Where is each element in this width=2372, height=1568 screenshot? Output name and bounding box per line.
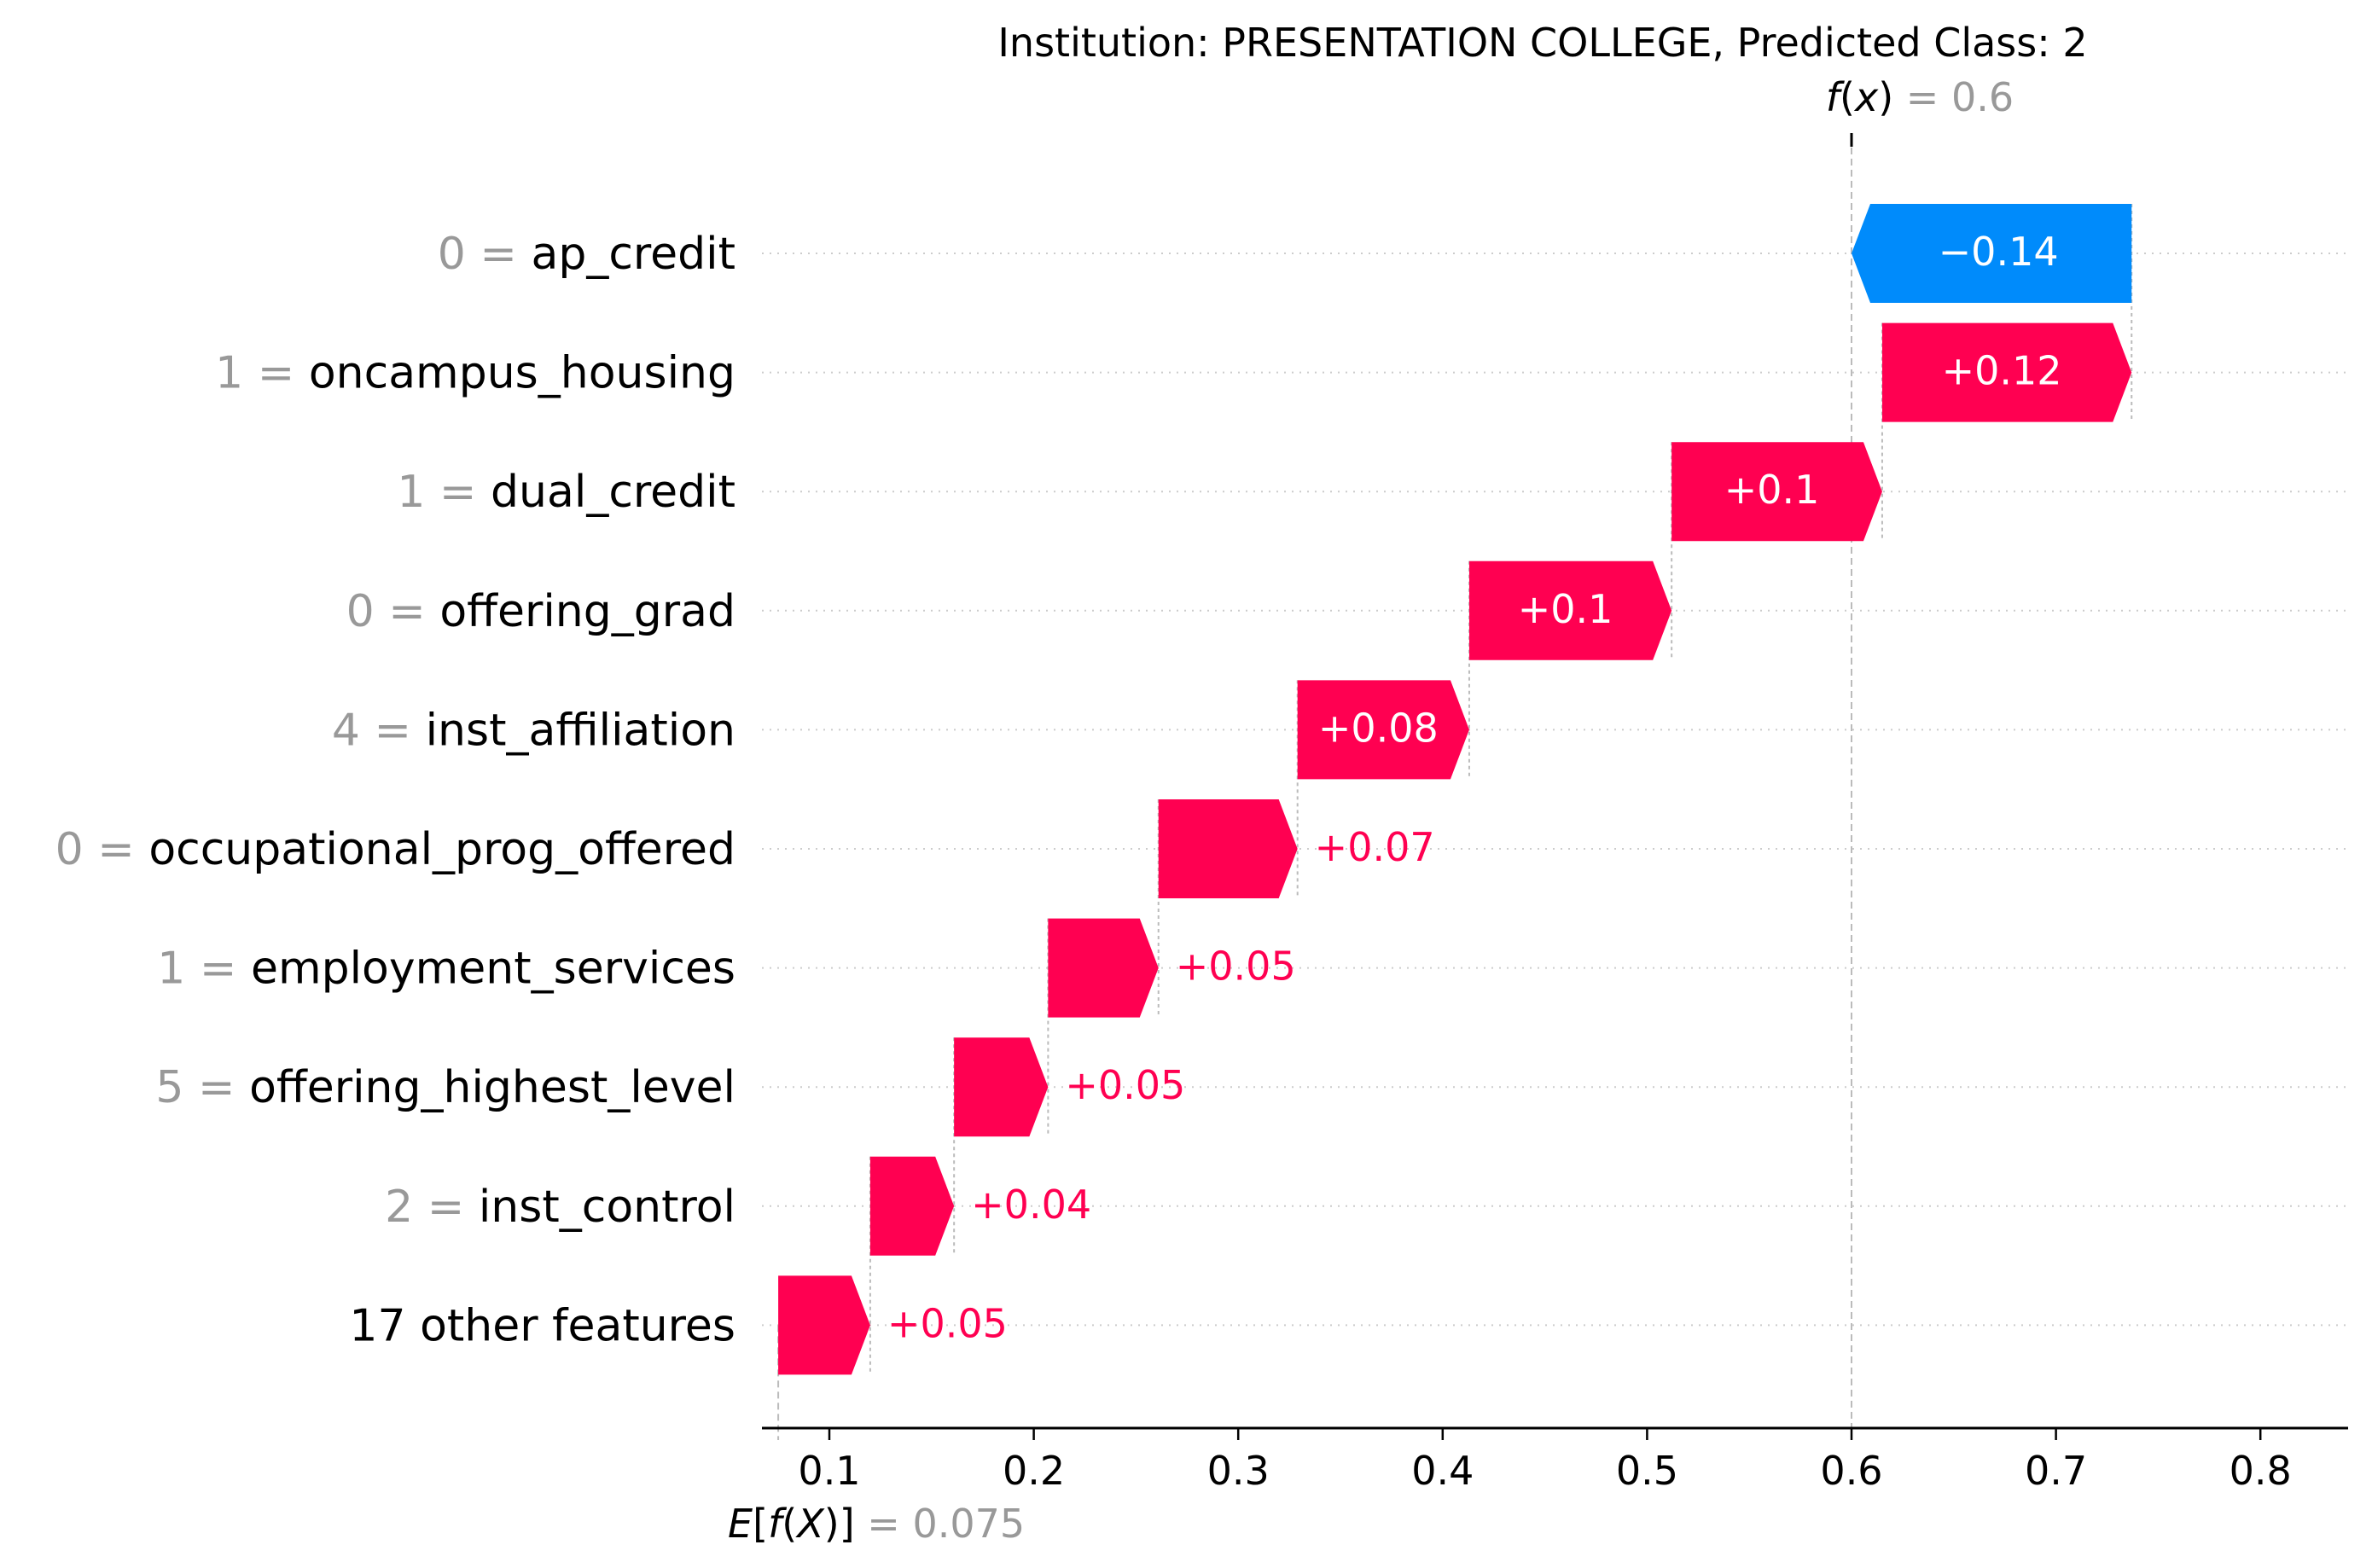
feature-label: 0 = occupational_prog_offered	[55, 824, 735, 875]
reference-lines	[777, 133, 1853, 1440]
feature-label: 17 other features	[349, 1300, 735, 1351]
feature-label: 2 = inst_control	[385, 1182, 735, 1233]
feature-name: occupational_prog_offered	[148, 824, 735, 875]
feature-name: ap_credit	[531, 229, 735, 280]
x-tick-label: 0.8	[2230, 1448, 2292, 1494]
feature-value: 0	[55, 824, 84, 875]
base-value: = 0.075	[855, 1501, 1025, 1547]
x-axis: 0.1 0.2 0.3 0.4 0.5 0.6 0.7 0.8	[762, 1426, 2348, 1494]
bar-value-label: +0.1	[1724, 467, 1820, 513]
feature-equals: =	[466, 229, 532, 280]
feature-name: 17 other features	[349, 1300, 735, 1351]
bar-inst-affiliation	[1297, 680, 1469, 780]
feature-label: 0 = ap_credit	[438, 229, 735, 280]
bar-offering-grad	[1468, 560, 1672, 660]
feature-equals: =	[375, 586, 440, 637]
feature-equals: =	[425, 467, 491, 518]
feature-value: 2	[385, 1182, 413, 1233]
bar-value-label: +0.08	[1318, 705, 1439, 751]
feature-equals: =	[243, 348, 309, 399]
bar-value-label: +0.05	[1176, 944, 1296, 990]
feature-label: 1 = oncampus_housing	[215, 348, 735, 399]
bar-value-label: +0.04	[971, 1182, 1091, 1228]
bar-value-label: +0.1	[1518, 586, 1613, 632]
x-tick-label: 0.6	[1820, 1448, 1882, 1494]
feature-value: 4	[332, 705, 360, 756]
x-tick-label: 0.7	[2025, 1448, 2087, 1494]
fx-label: f(x) = 0.6	[1826, 74, 2014, 120]
feature-label: 1 = dual_credit	[397, 467, 735, 518]
x-tick-label: 0.1	[798, 1448, 860, 1494]
bar-value-label: +0.12	[1942, 348, 2062, 394]
feature-equals: =	[360, 705, 426, 756]
feature-name: inst_control	[479, 1182, 735, 1233]
feature-name: offering_highest_level	[249, 1062, 735, 1113]
feature-equals: =	[413, 1182, 479, 1233]
x-tick-label: 0.2	[1003, 1448, 1065, 1494]
feature-value: 0	[346, 586, 375, 637]
feature-name: dual_credit	[491, 467, 735, 518]
feature-name: employment_services	[251, 944, 735, 995]
feature-label: 5 = offering_highest_level	[155, 1062, 735, 1113]
fx-annotation: f(x) = 0.6	[1826, 74, 2014, 120]
base-value-label: E[f(X)] = 0.075	[728, 1501, 1025, 1547]
bar-value-label: +0.05	[887, 1300, 1008, 1346]
contribution-bars: −0.14 +0.12 +0.1 +0.1 +0.08 +0.07 +0.05 +0.05 +0…	[778, 204, 2132, 1375]
feature-label: 1 = employment_services	[157, 944, 735, 995]
feature-equals: =	[185, 944, 251, 995]
bar-ap-credit	[1852, 204, 2132, 303]
feature-label: 0 = offering_grad	[346, 586, 735, 637]
bar-inst-control	[869, 1156, 955, 1256]
bar-employment-services	[1048, 918, 1159, 1018]
feature-equals: =	[183, 1062, 249, 1113]
fx-value: = 0.6	[1893, 74, 2014, 120]
x-tick-label: 0.5	[1616, 1448, 1678, 1494]
feature-name: offering_grad	[439, 586, 735, 637]
bar-dual-credit	[1671, 442, 1882, 542]
bar-oncampus-housing	[1881, 322, 2132, 422]
feature-name: inst_affiliation	[426, 705, 735, 756]
bar-occupational-prog-offered	[1158, 799, 1298, 898]
feature-value: 5	[155, 1062, 183, 1113]
bar-17-other-features	[778, 1275, 870, 1375]
bar-value-label: −0.14	[1939, 229, 2059, 275]
feature-value: 1	[215, 348, 243, 399]
bar-value-label: +0.05	[1065, 1062, 1185, 1108]
feature-value: 0	[438, 229, 466, 280]
feature-name: oncampus_housing	[309, 348, 735, 399]
feature-label: 4 = inst_affiliation	[332, 705, 735, 756]
x-tick-label: 0.3	[1207, 1448, 1270, 1494]
bar-offering-highest-level	[954, 1037, 1049, 1137]
feature-value: 1	[397, 467, 425, 518]
bar-value-label: +0.07	[1315, 824, 1435, 870]
base-value-annotation: E[f(X)] = 0.075	[728, 1501, 1025, 1547]
chart-title: Institution: PRESENTATION COLLEGE, Predi…	[997, 20, 2087, 66]
feature-equals: =	[84, 824, 149, 875]
feature-value: 1	[157, 944, 185, 995]
x-tick-label: 0.4	[1411, 1448, 1474, 1494]
